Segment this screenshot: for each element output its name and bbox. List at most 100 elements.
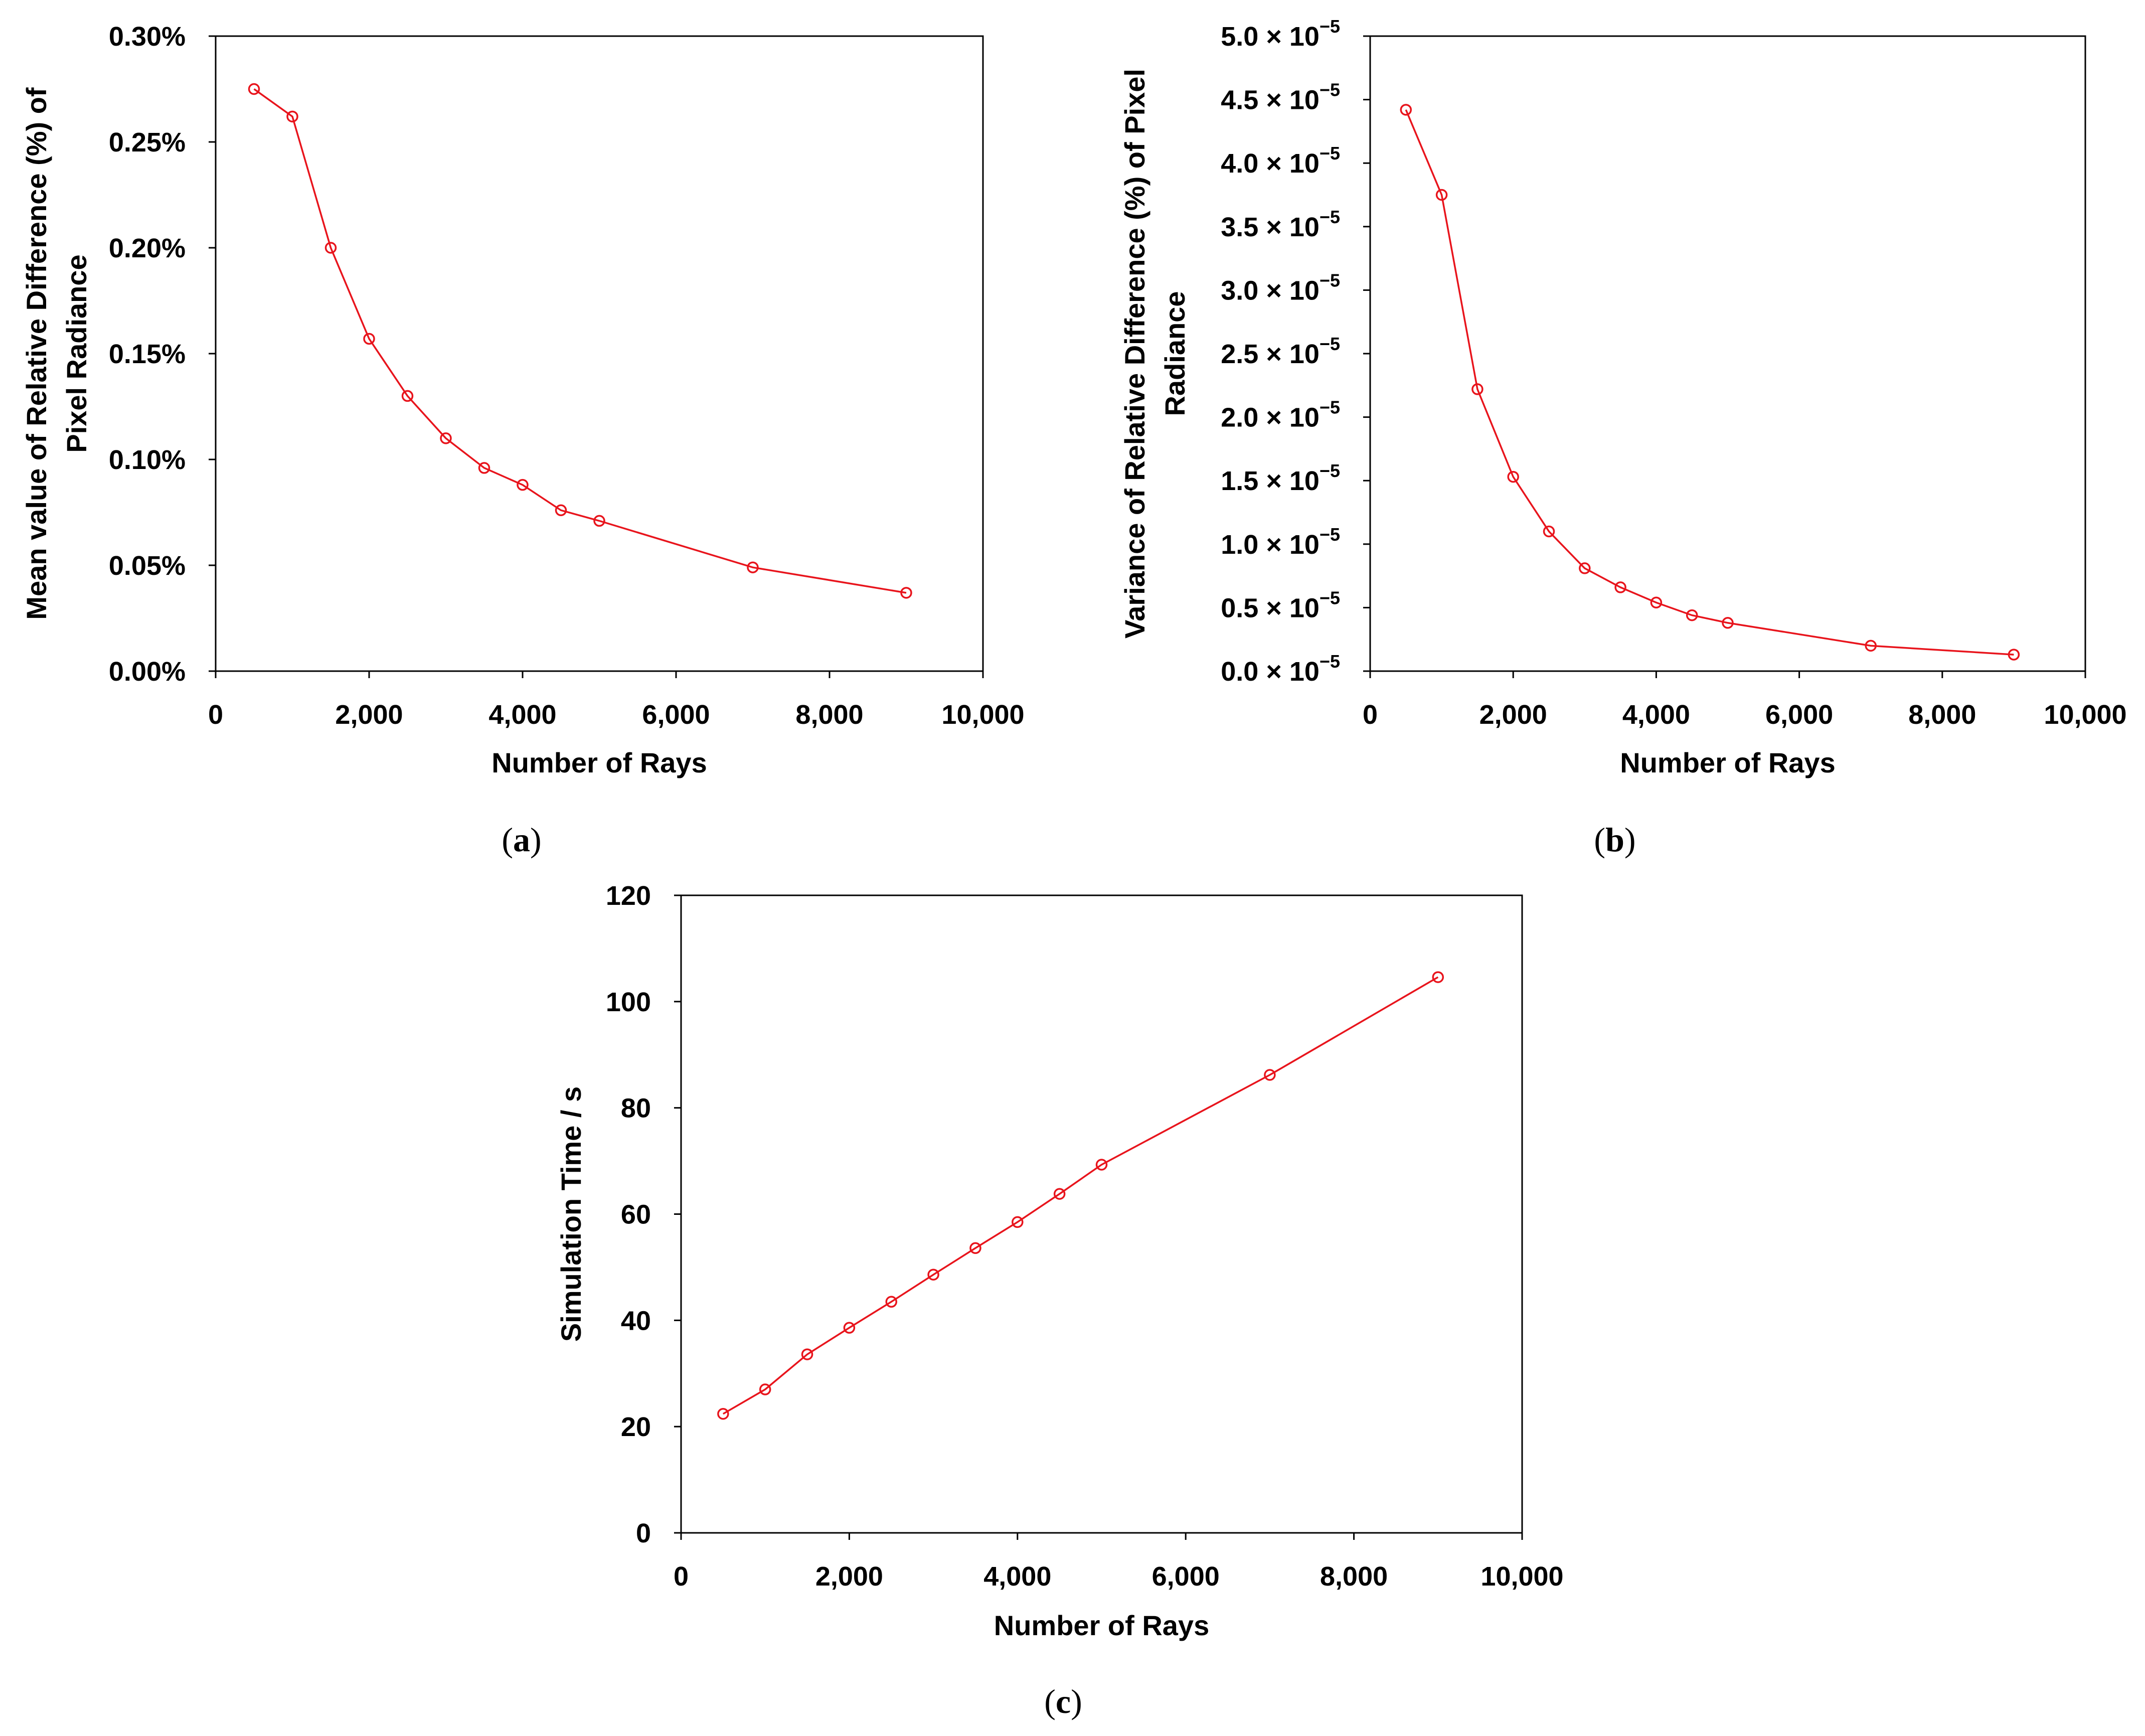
y-tick-label-base: 5.0 × 10 [1221,22,1319,52]
series-line [253,88,907,594]
y-tick-label-base: 1.0 × 10 [1221,530,1319,560]
y-tick-label-exponent: −5 [1319,587,1340,608]
data-point [1865,640,1877,652]
y-tick-label: 5.0 × 10−5 [1221,16,1340,52]
y-tick-label-exponent: −5 [1319,207,1340,227]
x-tick-label: 0 [1363,700,1378,730]
data-point [1095,1159,1108,1171]
y-tick-label-base: 0.0 × 10 [1221,657,1319,687]
x-tick-label: 10,000 [941,700,1024,730]
y-tick-label-base: 0.15% [109,339,186,369]
y-tick-label-exponent: −5 [1319,524,1340,545]
y-tick-label: 3.0 × 10−5 [1221,270,1340,305]
data-point [969,1242,981,1254]
y-tick-label: 1.5 × 10−5 [1221,460,1340,496]
y-axis-title: Mean value of Relative Difference (%) of [21,87,52,620]
data-point [1432,971,1444,983]
x-tick-label: 6,000 [642,700,710,730]
panel-caption: (c) [1044,1682,1082,1720]
panel-caption: (a) [502,821,541,859]
y-tick-label-exponent: −5 [1319,334,1340,354]
x-tick-label: 8,000 [1908,700,1976,730]
y-tick-label-exponent: −5 [1319,270,1340,290]
data-point [286,110,298,123]
y-tick-label-base: 2.5 × 10 [1221,339,1319,369]
x-axis-title: Number of Rays [491,747,707,778]
x-tick-label: 0 [208,700,223,730]
data-point [1053,1188,1066,1200]
y-tick-label: 20 [621,1412,651,1442]
data-point [1722,617,1734,629]
y-tick-label-base: 0.05% [109,551,186,581]
y-axis-title: Variance of Relative Difference (%) of P… [1119,69,1150,639]
y-tick-label-exponent: −5 [1319,651,1340,672]
data-point [555,504,567,517]
y-tick-label-base: 60 [621,1200,651,1230]
data-point [1012,1216,1024,1228]
x-tick-label: 2,000 [815,1561,883,1592]
data-point [1400,104,1412,116]
x-tick-label: 10,000 [1480,1561,1563,1592]
x-tick-label: 0 [674,1561,689,1592]
y-tick-label: 0.0 × 10−5 [1221,651,1340,687]
y-tick-label: 100 [606,987,651,1017]
y-tick-label-base: 2.0 × 10 [1221,403,1319,433]
data-point [324,242,337,254]
y-tick-label-base: 4.0 × 10 [1221,148,1319,179]
y-tick-label-base: 0.25% [109,127,186,157]
data-point [885,1296,897,1308]
data-point [2008,649,2020,661]
data-point [1435,189,1448,201]
y-tick-label-base: 3.5 × 10 [1221,212,1319,242]
y-tick-label: 2.5 × 10−5 [1221,334,1340,369]
y-tick-label: 80 [621,1093,651,1124]
data-point [801,1348,813,1360]
y-axis-title: Simulation Time / s [555,1086,587,1342]
x-tick-label: 6,000 [1765,700,1833,730]
data-point [717,1407,729,1420]
y-tick-label: 4.5 × 10−5 [1221,80,1340,115]
plot-frame [1369,35,2086,672]
y-axis-title: Radiance [1159,291,1191,416]
y-tick-label: 3.5 × 10−5 [1221,207,1340,242]
data-point [478,462,490,474]
y-tick-label-base: 4.5 × 10 [1221,85,1319,115]
panel-a-chart: 0 2,000 4,000 6,000 8,000 10,000 0.00% 0.05% 0.1… [21,22,1025,859]
y-tick-label-base: 100 [606,987,651,1017]
data-point [1579,562,1591,574]
x-tick-label: 8,000 [795,700,863,730]
x-tick-label: 2,000 [335,700,403,730]
data-point [363,333,375,345]
y-tick-label: 60 [621,1200,651,1230]
y-tick-label-exponent: −5 [1319,143,1340,164]
y-tick-label-base: 80 [621,1093,651,1124]
data-point [401,390,414,402]
y-tick-label: 4.0 × 10−5 [1221,143,1340,179]
y-tick-label-base: 3.0 × 10 [1221,275,1319,305]
data-point [747,561,759,573]
y-tick-label: 0 [636,1518,651,1548]
data-point [1543,525,1555,538]
y-tick-label: 0.20% [109,233,186,263]
x-axis-title: Number of Rays [1620,747,1835,778]
y-tick-label: 120 [606,881,651,911]
y-tick-label-base: 0.00% [109,657,186,687]
y-tick-label: 0.10% [109,445,186,475]
y-tick-label-base: 1.5 × 10 [1221,466,1319,496]
y-tick-label-base: 0.20% [109,233,186,263]
y-tick-label: 40 [621,1306,651,1336]
y-tick-label-exponent: −5 [1319,397,1340,418]
data-point [1507,470,1519,483]
y-axis-title: Pixel Radiance [61,254,92,452]
panel-c-chart: 0 2,000 4,000 6,000 8,000 10,000 0 20 40 60 80 100 1… [555,881,1564,1720]
data-point [248,83,260,95]
x-tick-label: 6,000 [1152,1561,1220,1592]
plot-frame [680,894,1523,1534]
y-tick-label-exponent: −5 [1319,80,1340,100]
data-point [593,515,605,527]
data-point [843,1322,856,1334]
data-point [900,587,912,599]
y-tick-label-base: 0 [636,1518,651,1548]
y-tick-label: 0.15% [109,339,186,369]
